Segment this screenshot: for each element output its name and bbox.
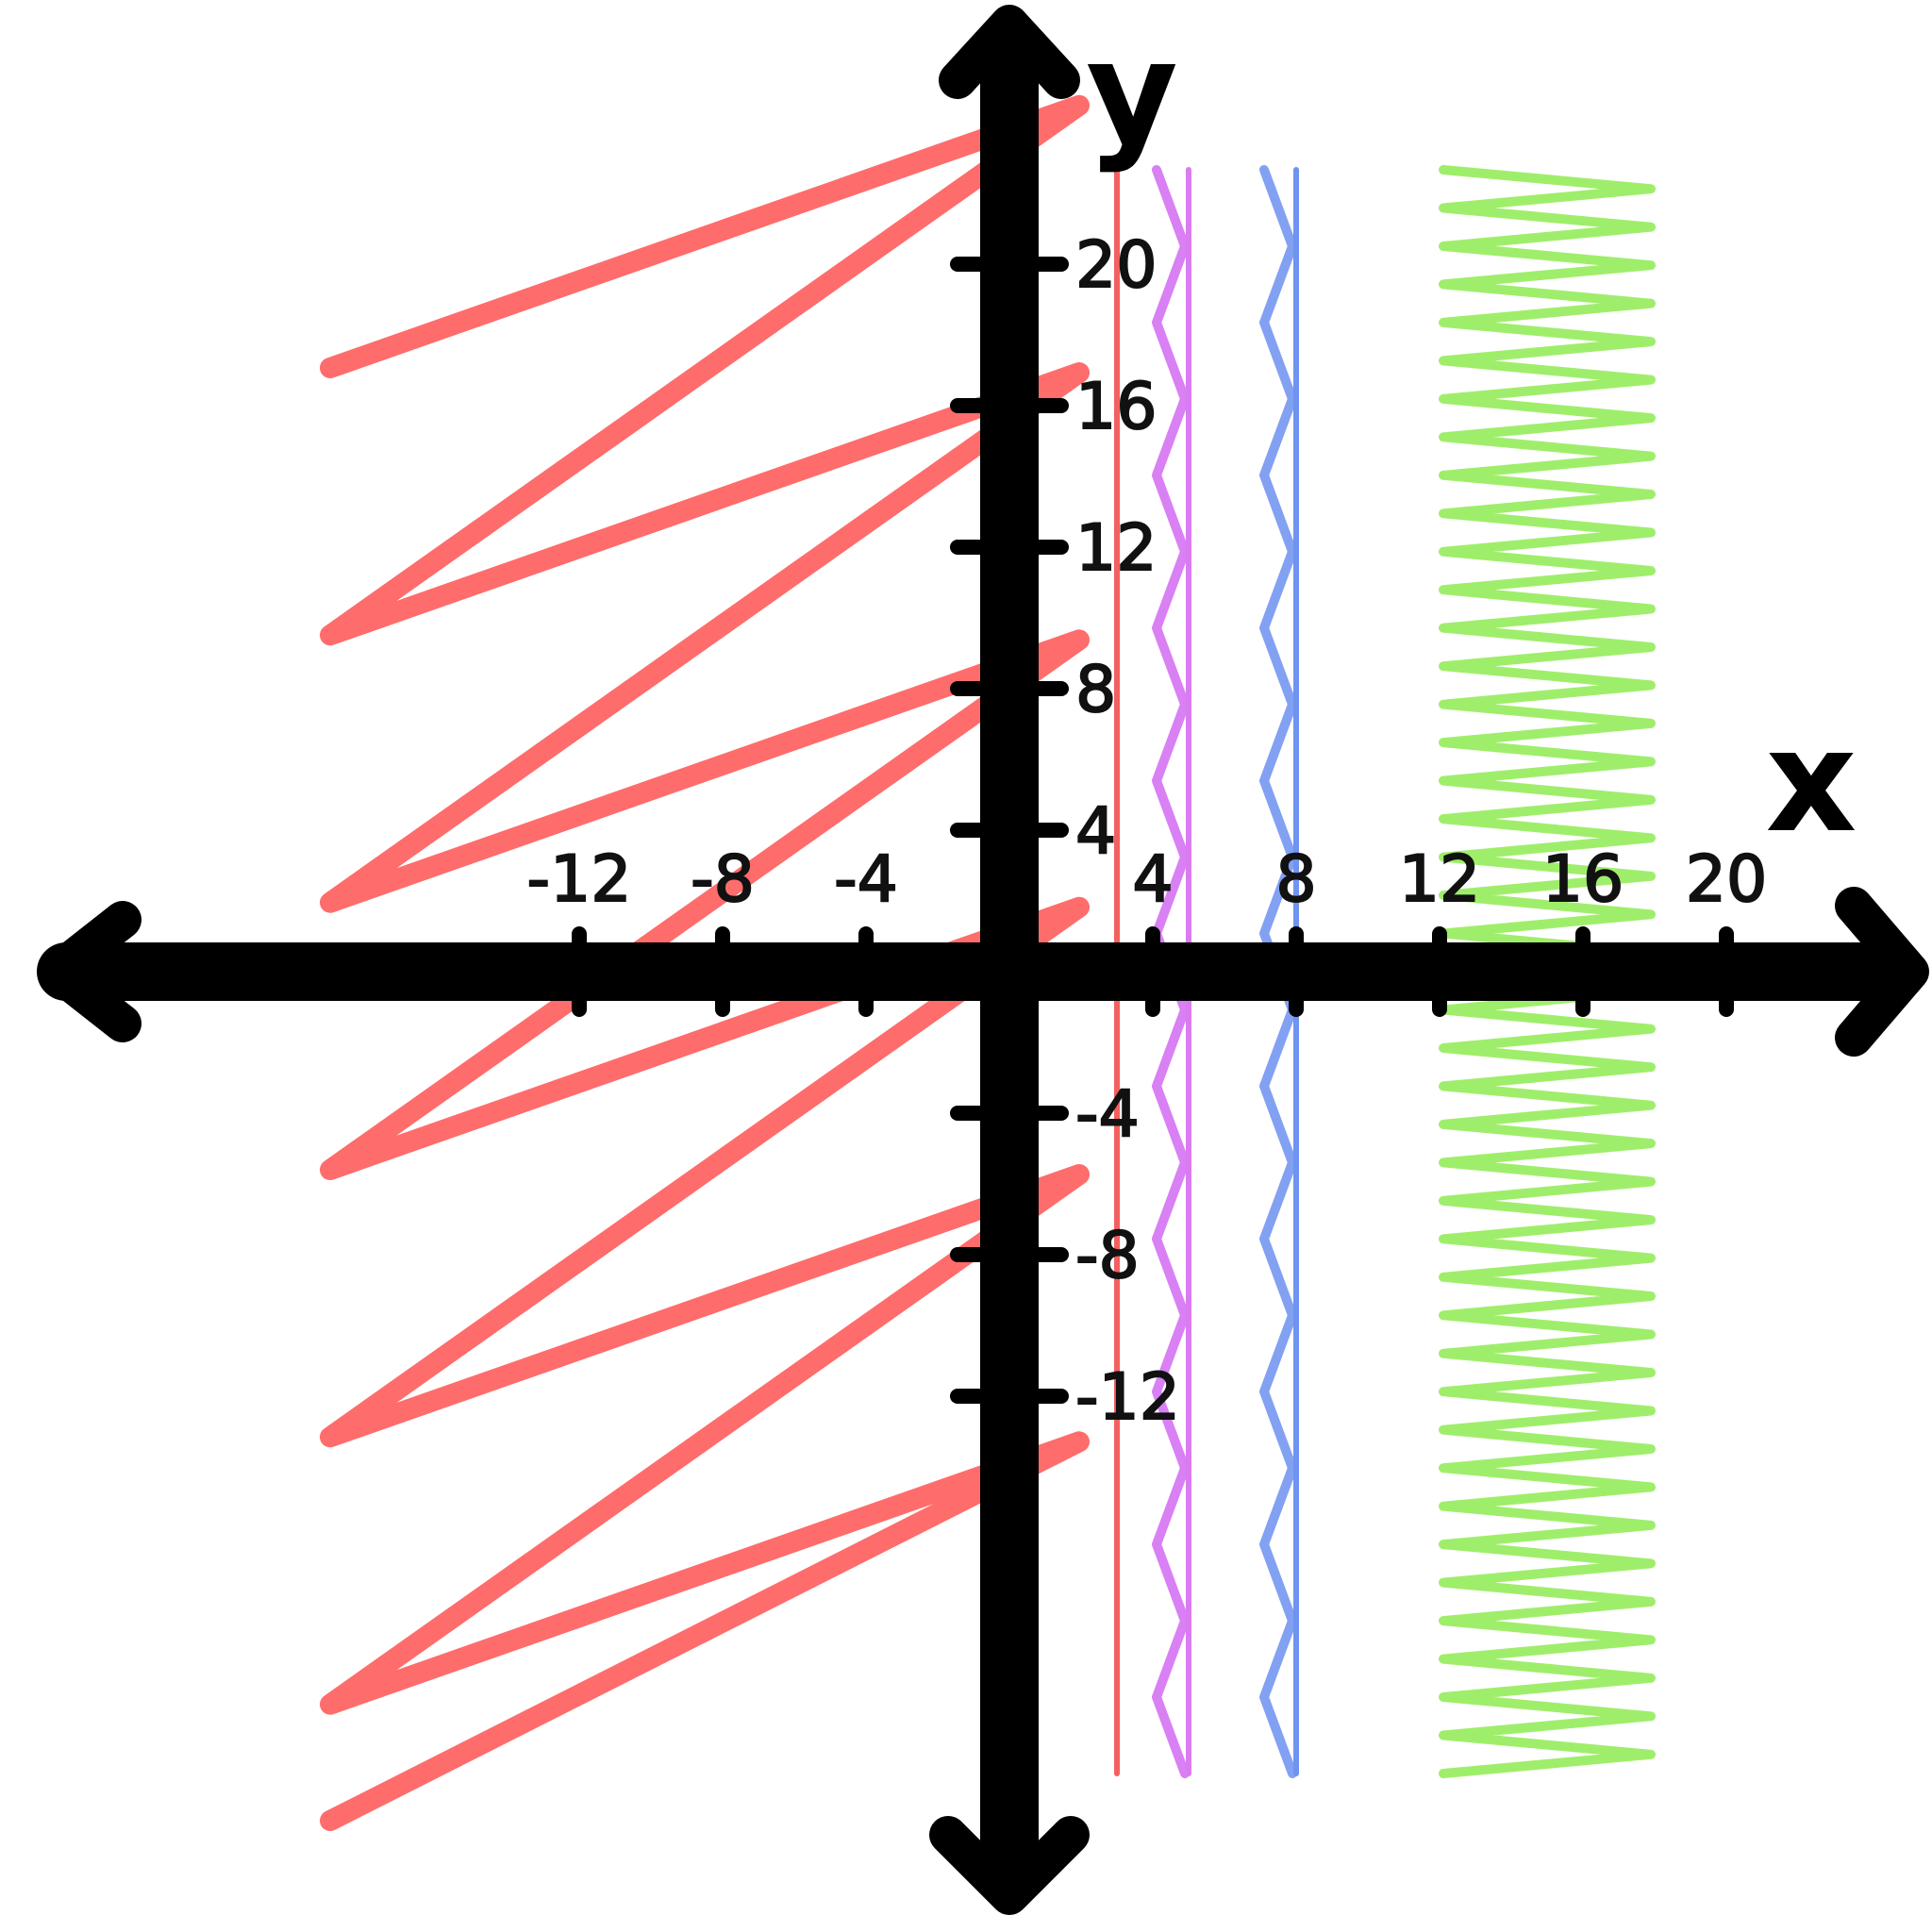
y-tick-label: 20 — [1075, 228, 1158, 303]
x-tick-label: -12 — [526, 842, 631, 917]
tick-marks — [572, 257, 1734, 1404]
tick-labels: -12 -8 -4 4 8 12 16 20 20 16 12 8 4 -4 -8 -12 — [525, 227, 1768, 1436]
y-tick-label: 12 — [1075, 511, 1158, 586]
x-axis-arrow-left — [38, 901, 142, 1042]
y-tick-label: -12 — [1075, 1360, 1180, 1435]
x-tick-label: 8 — [1275, 842, 1316, 917]
y-tick-label: -4 — [1075, 1077, 1140, 1152]
x-tick-label: -4 — [834, 842, 898, 917]
y-axis-arrow-down — [929, 1816, 1090, 1915]
x-tick-label: -8 — [691, 842, 755, 917]
y-tick-label: 16 — [1075, 370, 1158, 444]
x-tick-label: 20 — [1686, 842, 1768, 917]
shaded-region-3 — [320, 94, 1090, 1831]
y-tick-label: 8 — [1075, 653, 1116, 727]
x-axis-label: x — [1766, 700, 1857, 864]
x-axis-arrow-right — [1835, 887, 1929, 1057]
x-tick-label: 12 — [1399, 842, 1481, 917]
y-axis-label: y — [1086, 11, 1178, 175]
y-tick-label: 4 — [1075, 794, 1116, 869]
y-tick-label: -8 — [1075, 1219, 1140, 1293]
x-tick-label: 4 — [1132, 842, 1173, 917]
y-axis-arrow-up — [939, 5, 1080, 99]
x-tick-label: 16 — [1542, 842, 1624, 917]
